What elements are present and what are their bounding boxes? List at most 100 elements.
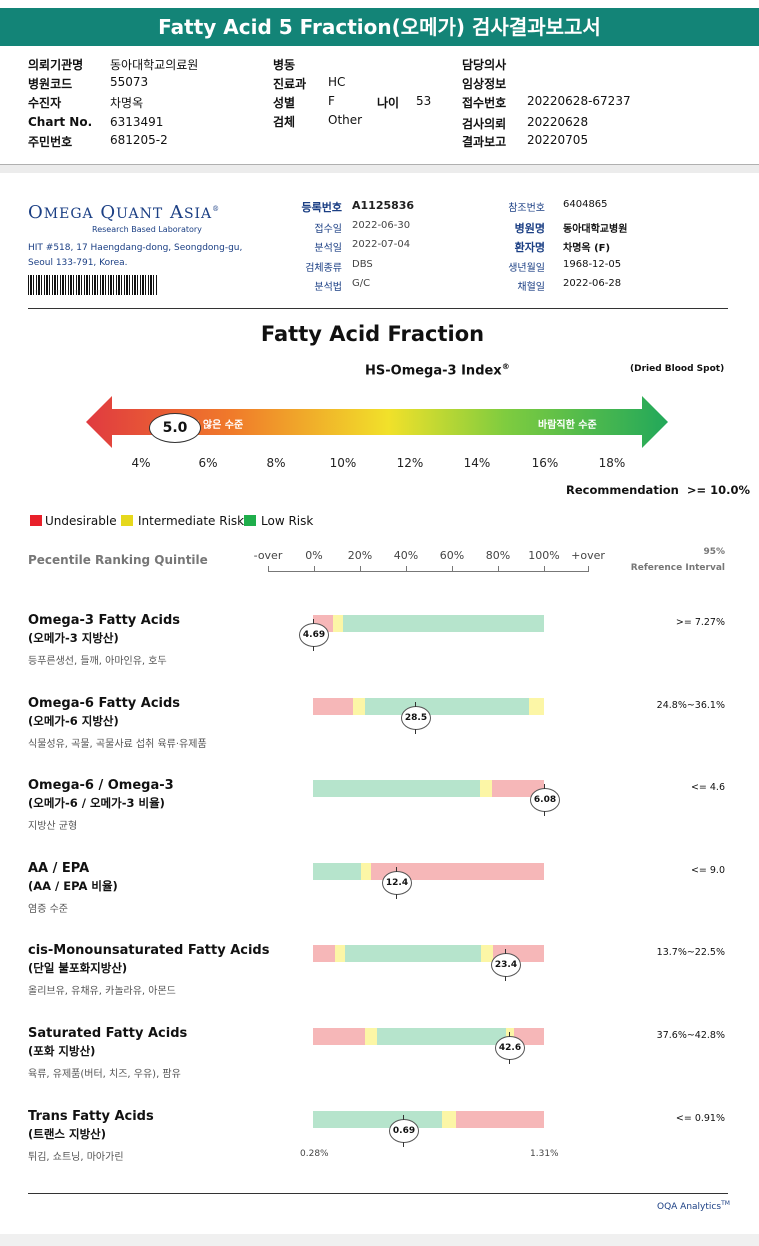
- fatty-acid-name: Omega-6 / Omega-3: [28, 778, 174, 793]
- percentile-tick: 0%: [305, 549, 323, 562]
- percentile-tick-mark: [360, 566, 361, 572]
- field-value: HC: [328, 75, 346, 89]
- omega3-index-label: HS-Omega-3 Index®: [365, 362, 510, 379]
- bar-segment-green: [313, 863, 362, 880]
- field-value: 동아대학교의료원: [110, 58, 199, 72]
- fatty-acid-korean: (오메가-6 지방산): [28, 714, 119, 728]
- omega3-index-gauge: [86, 396, 668, 448]
- gauge-arrow: [86, 396, 668, 448]
- footer-brand: OQA AnalyticsTM: [657, 1200, 730, 1212]
- percentile-bar: [313, 1111, 544, 1128]
- fatty-acid-korean: (오메가-3 지방산): [28, 631, 119, 645]
- patient-field-value: 차명옥 (F): [563, 243, 611, 254]
- bar-segment-yellow: [364, 1028, 377, 1045]
- field-label: 주민번호: [28, 135, 73, 149]
- legend-label: Low Risk: [261, 514, 314, 528]
- result-value-marker: 0.69: [389, 1115, 419, 1147]
- bar-segment-red: [455, 1111, 544, 1128]
- reference-interval: <= 9.0: [690, 865, 725, 876]
- patient-field-label: 병원명: [514, 222, 545, 235]
- bar-segment-green: [365, 698, 529, 715]
- field-value: 20220705: [527, 133, 589, 147]
- trans-axis-max: 1.31%: [530, 1149, 559, 1159]
- field-label: 병동: [273, 58, 296, 72]
- patient-field-label: 환자명: [514, 241, 545, 254]
- omega3-index-value: 5.0: [149, 413, 201, 443]
- gauge-tick: 10%: [329, 456, 357, 470]
- barcode: [28, 275, 158, 295]
- omega-quant-logo: OMEGA QUANT ASIA®: [28, 202, 221, 223]
- bar-segment-green: [343, 615, 544, 632]
- age-value: 53: [416, 94, 432, 108]
- percentile-tick-mark: [452, 566, 453, 572]
- reference-interval: <= 4.6: [690, 782, 725, 793]
- patient-field-value: 동아대학교병원: [563, 224, 628, 235]
- bar-segment-green: [313, 1111, 442, 1128]
- sample-field-label: 검체종류: [305, 263, 342, 274]
- gauge-tick: 16%: [531, 456, 559, 470]
- percentile-tick: -over: [253, 549, 283, 562]
- result-value-marker: 23.4: [491, 949, 521, 981]
- field-label: 의뢰기관명: [28, 58, 84, 72]
- bar-segment-yellow: [479, 780, 492, 797]
- gauge-tick: 18%: [598, 456, 626, 470]
- recommendation: Recommendation >= 10.0%: [566, 483, 751, 497]
- percentile-tick-mark: [588, 566, 589, 572]
- reference-interval: 24.8%~36.1%: [656, 700, 725, 711]
- fatty-acid-korean: (단일 불포화지방산): [28, 961, 128, 975]
- section-gap: [0, 165, 759, 173]
- fatty-acid-sources: 식물성유, 곡물, 곡물사료 섭취 육류·유제품: [28, 739, 207, 750]
- fatty-acid-sources: 육류, 유제품(버터, 치즈, 우유), 팜유: [28, 1069, 181, 1080]
- legend-swatch-low-risk: [244, 515, 256, 526]
- sample-field-value: 2022-07-04: [352, 239, 411, 250]
- field-value: Other: [328, 113, 363, 127]
- result-value-marker: 6.08: [530, 784, 560, 816]
- bar-segment-red: [491, 780, 544, 797]
- patient-field-value: 6404865: [563, 199, 608, 210]
- bar-segment-green: [313, 780, 480, 797]
- fatty-acid-sources: 등푸른생선, 들깨, 아마인유, 호두: [28, 656, 167, 667]
- field-label: 담당의사: [462, 58, 507, 72]
- fatty-acid-korean: (트랜스 지방산): [28, 1127, 106, 1141]
- fatty-acid-sources: 지방산 균형: [28, 821, 78, 832]
- percentile-tick: 20%: [347, 549, 373, 562]
- bar-segment-yellow: [480, 945, 493, 962]
- result-value-marker: 4.69: [299, 619, 329, 651]
- percentile-tick-mark: [268, 566, 269, 572]
- reference-interval: 37.6%~42.8%: [656, 1030, 725, 1041]
- percentile-bar: [313, 863, 544, 880]
- percentile-tick: 40%: [393, 549, 419, 562]
- ref-header-95: 95%: [703, 547, 725, 557]
- fatty-acid-korean: (포화 지방산): [28, 1044, 96, 1058]
- fatty-acid-korean: (오메가-6 / 오메가-3 비율): [28, 796, 165, 810]
- legend-label: Undesirable: [45, 514, 117, 528]
- percentile-title: Pecentile Ranking Quintile: [28, 553, 208, 567]
- header-divider: [0, 164, 759, 165]
- fatty-acid-name: Omega-6 Fatty Acids: [28, 696, 181, 711]
- result-value-marker: 42.6: [495, 1032, 525, 1064]
- percentile-bar: [313, 1028, 544, 1045]
- bar-segment-yellow: [333, 615, 344, 632]
- sample-field-value: 2022-06-30: [352, 220, 411, 231]
- gauge-tick: 6%: [198, 456, 218, 470]
- gauge-tick: 4%: [131, 456, 151, 470]
- field-label: 접수번호: [462, 96, 507, 110]
- fatty-acid-name: Omega-3 Fatty Acids: [28, 613, 181, 628]
- fatty-acid-name: Saturated Fatty Acids: [28, 1026, 188, 1041]
- percentile-tick-mark: [544, 566, 545, 572]
- bar-segment-yellow: [441, 1111, 456, 1128]
- field-value: 차명옥: [110, 96, 144, 110]
- field-value: 20220628-67237: [527, 94, 631, 108]
- fatty-acid-korean: (AA / EPA 비율): [28, 879, 118, 893]
- gauge-tick: 14%: [463, 456, 491, 470]
- footer-divider: [28, 1193, 728, 1194]
- percentile-tick-mark: [406, 566, 407, 572]
- patient-field-value: 2022-06-28: [563, 278, 622, 289]
- patient-field-label: 생년월일: [508, 263, 545, 274]
- field-label: Chart No.: [28, 115, 93, 129]
- fatty-acid-sources: 튀김, 쇼트닝, 마아가린: [28, 1152, 124, 1163]
- legend-swatch-intermediate-risk: [121, 515, 133, 526]
- fatty-acid-sources: 염증 수준: [28, 904, 68, 915]
- percentile-axis: [268, 571, 588, 572]
